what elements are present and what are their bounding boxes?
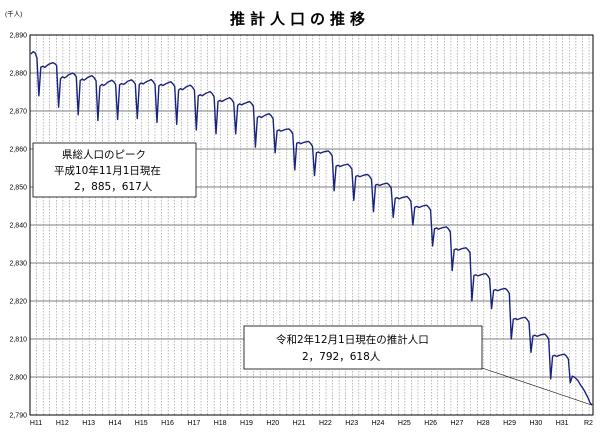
population-series-line [30,51,593,406]
y-tick-label: 2,810 [9,337,27,344]
peak-annotation-line: 県総人口のピーク [62,148,146,161]
x-tick-label: H16 [161,420,174,427]
y-tick-label: 2,880 [9,71,27,78]
x-tick-label: H31 [556,420,569,427]
x-tick-label: H19 [240,420,253,427]
latest-annotation-box [243,325,483,370]
y-tick-label: 2,840 [9,223,27,230]
peak-annotation-box [32,142,197,198]
x-tick-label: H14 [109,420,122,427]
x-tick-label: H13 [82,420,95,427]
y-axis: 2,890 2,880 2,870 2,860 2,850 2,840 2,830 2,820… [9,33,27,420]
x-tick-label: H24 [372,420,385,427]
x-tick-label: H23 [345,420,358,427]
x-tick-label: H22 [319,420,332,427]
peak-annotation-line: 2，885，617人 [74,181,153,193]
y-tick-label: 2,860 [9,147,27,154]
x-tick-label: H21 [293,420,306,427]
x-tick-label: H17 [187,420,200,427]
y-unit-label: (千人) [5,9,22,18]
x-axis: H11 H12 H13 H14 H15 H16 H17 H18 H19 H20 H21 H22 H23 H… [30,420,593,427]
x-tick-label: H29 [503,420,516,427]
y-tick-label: 2,890 [9,33,27,40]
peak-annotation-line: 平成10年11月1日現在 [54,164,161,177]
x-tick-label: R2 [584,420,593,427]
latest-annotation-line: 令和2年12月1日現在の推計人口 [276,333,429,346]
x-tick-label: H11 [30,420,42,427]
peak-annotation: 県総人口のピーク 平成10年11月1日現在 2，885，617人 [32,142,197,198]
x-tick-label: H12 [56,420,69,427]
plot-frame [29,34,594,416]
x-tick-label: H26 [424,420,437,427]
x-tick-label: H25 [398,420,411,427]
grid [30,35,593,415]
annotation-leader-line [481,367,593,406]
chart-title: 推計人口の推移 [230,10,370,28]
x-tick-label: H18 [214,420,227,427]
x-tick-label: H27 [451,420,464,427]
latest-annotation-line: 2，792，618人 [302,351,381,363]
y-tick-label: 2,870 [9,109,27,116]
y-tick-label: 2,790 [9,413,27,420]
x-tick-label: H20 [266,420,279,427]
y-tick-label: 2,850 [9,185,27,192]
y-tick-label: 2,830 [9,261,27,268]
y-tick-label: 2,800 [9,375,27,382]
latest-annotation: 令和2年12月1日現在の推計人口 2，792，618人 [243,325,483,370]
y-tick-label: 2,820 [9,299,27,306]
x-tick-label: H15 [135,420,148,427]
x-tick-label: H30 [529,420,542,427]
x-tick-label: H28 [477,420,490,427]
